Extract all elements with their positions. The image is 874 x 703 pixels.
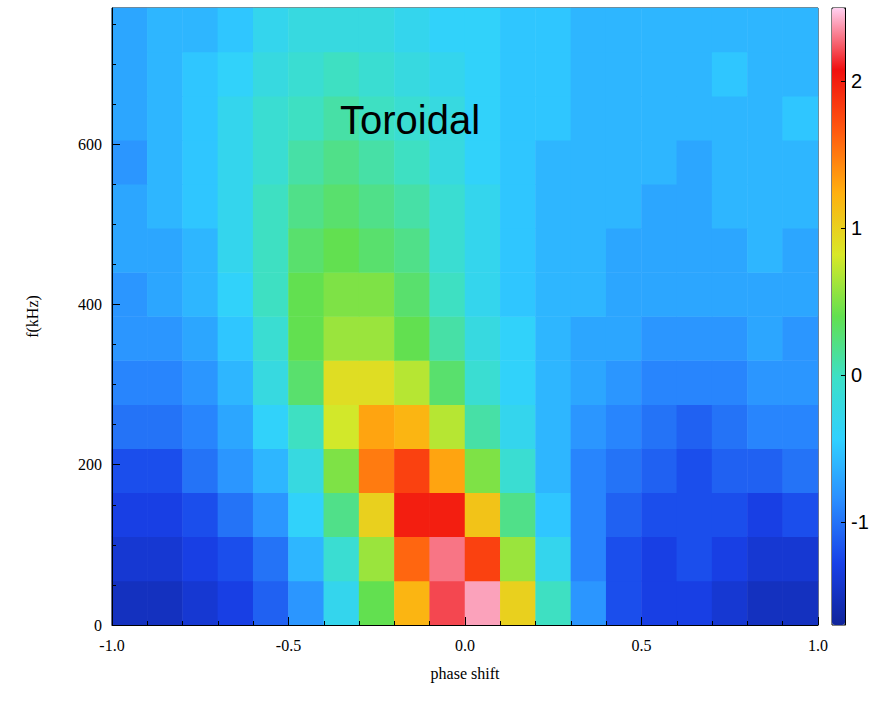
svg-text:Toroidal: Toroidal [340,98,480,142]
svg-text:0.5: 0.5 [632,637,652,654]
svg-text:1: 1 [851,217,862,239]
svg-text:0.0: 0.0 [455,637,475,654]
svg-text:0: 0 [94,617,102,634]
svg-text:f(kHz): f(kHz) [24,295,42,338]
svg-text:1.0: 1.0 [808,637,828,654]
svg-text:-1: -1 [851,511,869,533]
svg-text:400: 400 [78,296,102,313]
svg-text:2: 2 [851,70,862,92]
svg-text:200: 200 [78,456,102,473]
svg-text:0: 0 [851,364,862,386]
svg-text:-1.0: -1.0 [99,637,124,654]
svg-text:-0.5: -0.5 [276,637,301,654]
svg-text:phase shift: phase shift [431,665,500,683]
svg-text:600: 600 [78,136,102,153]
